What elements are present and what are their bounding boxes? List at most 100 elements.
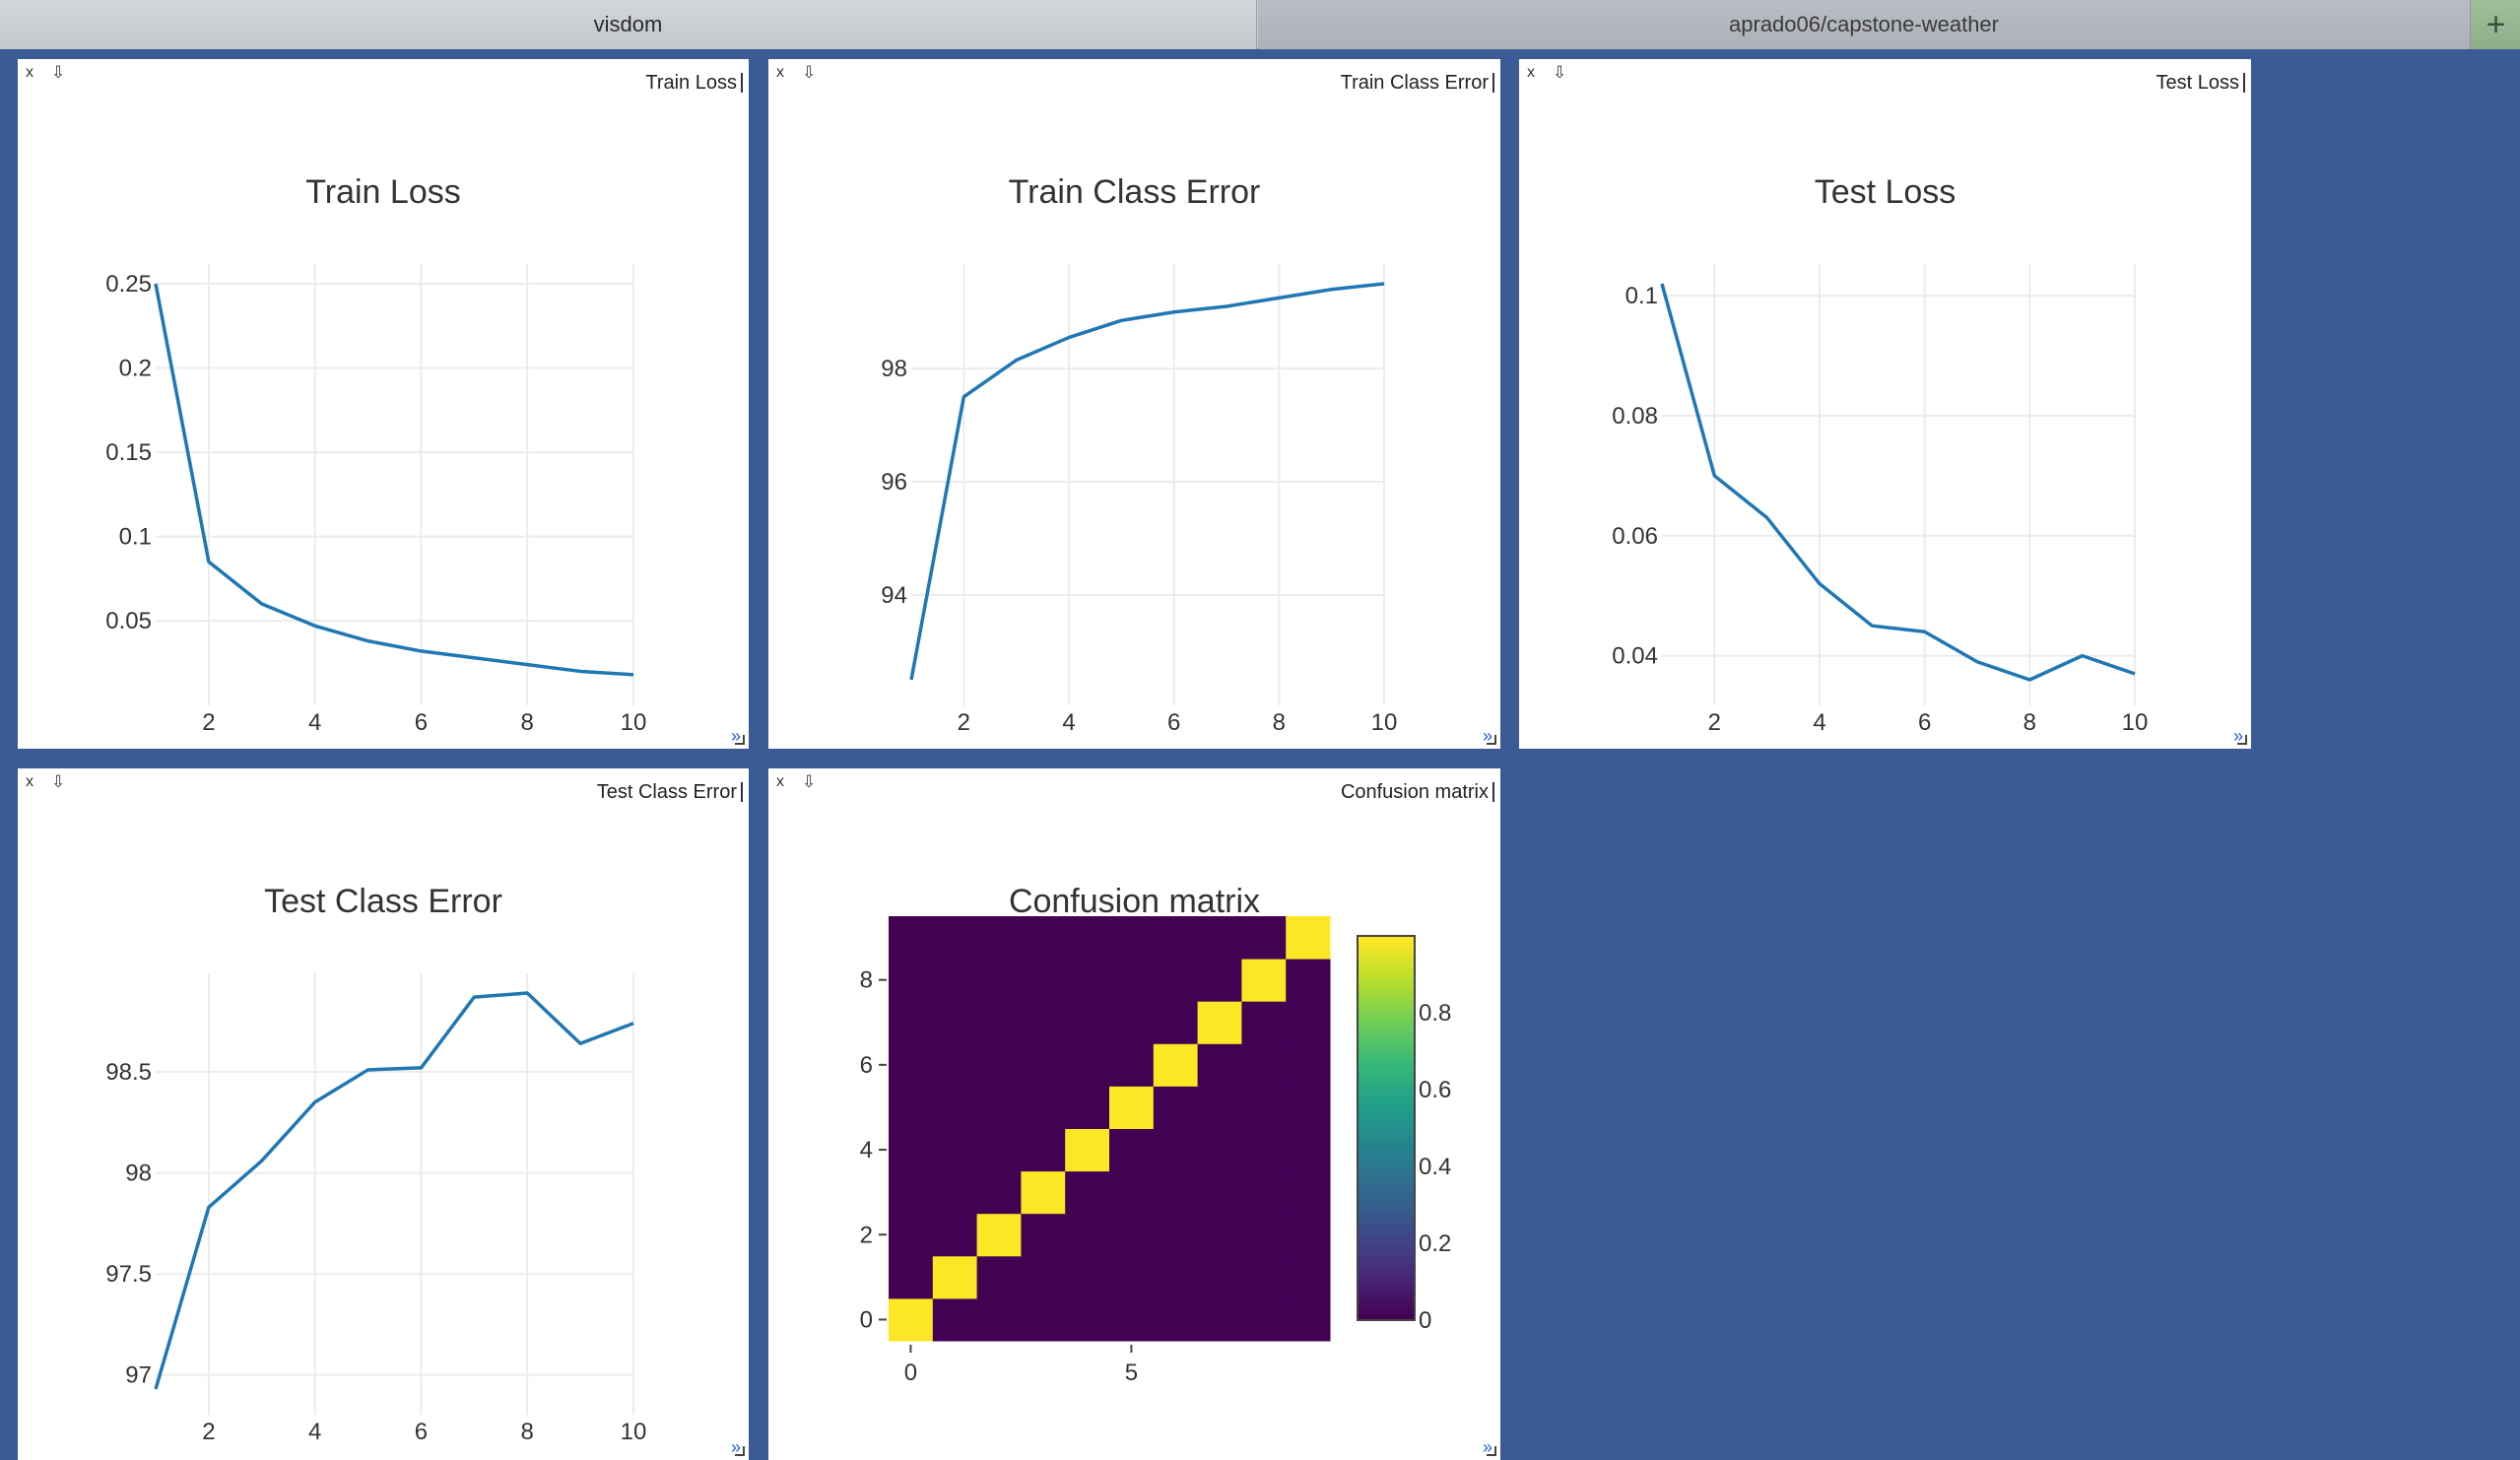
heatmap-cell [1153,1128,1199,1172]
y-tick-label: 6 [860,1052,873,1079]
x-tick-label: 8 [1273,709,1286,736]
resize-handle[interactable] [735,735,745,745]
new-tab-button[interactable]: + [2470,0,2520,49]
download-icon[interactable]: ⇩ [51,63,66,82]
heatmap-cell [1153,1086,1199,1129]
heatmap-cell [1153,1255,1199,1299]
y-tick-label: 8 [860,967,873,994]
y-tick-label: 4 [860,1137,873,1163]
colorbar-segment [1358,1313,1415,1321]
y-tick-label: 98.5 [105,1059,152,1086]
close-icon[interactable]: x [26,64,33,81]
colorbar-tick-label: 0 [1419,1307,1431,1334]
expand-icon[interactable]: » [730,726,741,746]
heatmap-cell [932,1086,978,1129]
heatmap-cell [1197,1297,1242,1342]
close-icon[interactable]: x [776,773,784,790]
heatmap-cell [1021,1213,1066,1257]
pane-header: x ⇩ Train Loss [18,59,749,93]
heatmap-cell [932,1001,978,1044]
colorbar-segment [1358,1141,1415,1149]
heatmap-cell [932,1170,978,1215]
chart-title: Confusion matrix [1009,883,1260,920]
heatmap-cell [976,1170,1022,1215]
heatmap-cell [1021,959,1066,1002]
close-icon[interactable]: x [26,773,33,790]
confusion-matrix-chart[interactable]: Confusion matrix 0 2 4 6 8 0 5 0 0.2 0.4 0.6 0.8 [768,768,1500,1460]
x-tick-label: 10 [1371,709,1398,736]
heatmap-cell [1109,1086,1155,1129]
colorbar-segment [1358,1051,1415,1059]
colorbar-segment [1358,1236,1415,1244]
download-icon[interactable]: ⇩ [1553,63,1567,82]
colorbar-segment [1358,1205,1415,1213]
colorbar-segment [1358,1192,1415,1200]
colorbar-segment [1358,1294,1415,1302]
series-line [909,282,1385,681]
resize-handle[interactable] [2237,735,2247,745]
chart-title: Train Loss [305,173,460,211]
heatmap-cell [1153,1001,1199,1044]
y-tick-label: 98 [881,356,907,382]
close-icon[interactable]: x [776,64,784,81]
train-loss-chart[interactable]: Train Loss 2 4 6 8 10 0.05 0.1 0.15 0.2 0.25 [18,59,749,749]
pane-header: x ⇩ Train Class Error [768,59,1500,93]
resize-handle[interactable] [1487,1446,1496,1456]
heatmap-cell [889,1213,934,1257]
pane-window-title: Train Class Error [1341,73,1494,93]
heatmap-cell [1109,1255,1155,1299]
heatmap-cell [1286,916,1331,960]
pane-window-title: Test Class Error [597,782,743,802]
x-tick-label: 2 [1708,709,1721,736]
heatmap-cell [1065,1128,1110,1172]
expand-icon[interactable]: » [1482,726,1492,746]
x-tick-label: 6 [415,709,428,736]
colorbar-segment [1358,1300,1415,1308]
close-icon[interactable]: x [1527,64,1535,81]
tab-visdom[interactable]: visdom [0,0,1257,49]
series-line [154,991,634,1390]
colorbar-tick-label: 0.6 [1419,1077,1451,1103]
heatmap-cell [1286,1255,1331,1299]
x-tick-label: 6 [1918,709,1931,736]
test-loss-chart[interactable]: Test Loss 2 4 6 8 10 0.04 0.06 0.08 0.1 [1519,59,2251,749]
heatmap-cell [976,1128,1022,1172]
expand-icon[interactable]: » [2232,726,2243,746]
heatmap-cell [889,1086,934,1129]
y-tick-label: 0.05 [105,608,152,634]
heatmap-cell [932,1128,978,1172]
train-class-error-chart[interactable]: Train Class Error 2 4 6 8 10 94 96 98 [768,59,1500,749]
x-tick-label: 8 [521,709,534,736]
download-icon[interactable]: ⇩ [51,772,66,791]
x-tick-label: 0 [904,1360,917,1386]
tab-capstone-weather[interactable]: aprado06/capstone-weather [1258,0,2470,49]
colorbar-segment [1358,987,1415,995]
heatmap-cell [889,1297,934,1342]
resize-handle[interactable] [1487,735,1496,745]
colorbar-segment [1358,949,1415,957]
download-icon[interactable]: ⇩ [802,772,817,791]
heatmap-cell [1241,1255,1287,1299]
heatmap-cell [1241,1170,1287,1215]
heatmap-cell [932,1043,978,1087]
heatmap-cell [1197,1255,1242,1299]
resize-handle[interactable] [735,1446,745,1456]
heatmap-cell [1197,1043,1242,1087]
heatmap-cell [1241,959,1287,1002]
colorbar-segment [1358,1077,1415,1085]
heatmap-cell [1153,1170,1199,1215]
heatmap-cell [976,916,1022,960]
test-class-error-chart[interactable]: Test Class Error 2 4 6 8 10 97 97.5 98 98.5 [18,768,749,1460]
heatmap-cell [1065,1297,1110,1342]
expand-icon[interactable]: » [1482,1437,1492,1457]
download-icon[interactable]: ⇩ [802,63,817,82]
expand-icon[interactable]: » [730,1437,741,1457]
colorbar-segment [1358,1185,1415,1193]
x-tick-label: 5 [1125,1360,1138,1386]
heatmap-cell [1197,959,1242,1002]
colorbar-segment [1358,1019,1415,1027]
colorbar-tick-label: 0.2 [1419,1230,1451,1257]
x-tick-label: 2 [202,1419,215,1445]
colorbar-segment [1358,1198,1415,1206]
heatmap-cell [889,916,934,960]
